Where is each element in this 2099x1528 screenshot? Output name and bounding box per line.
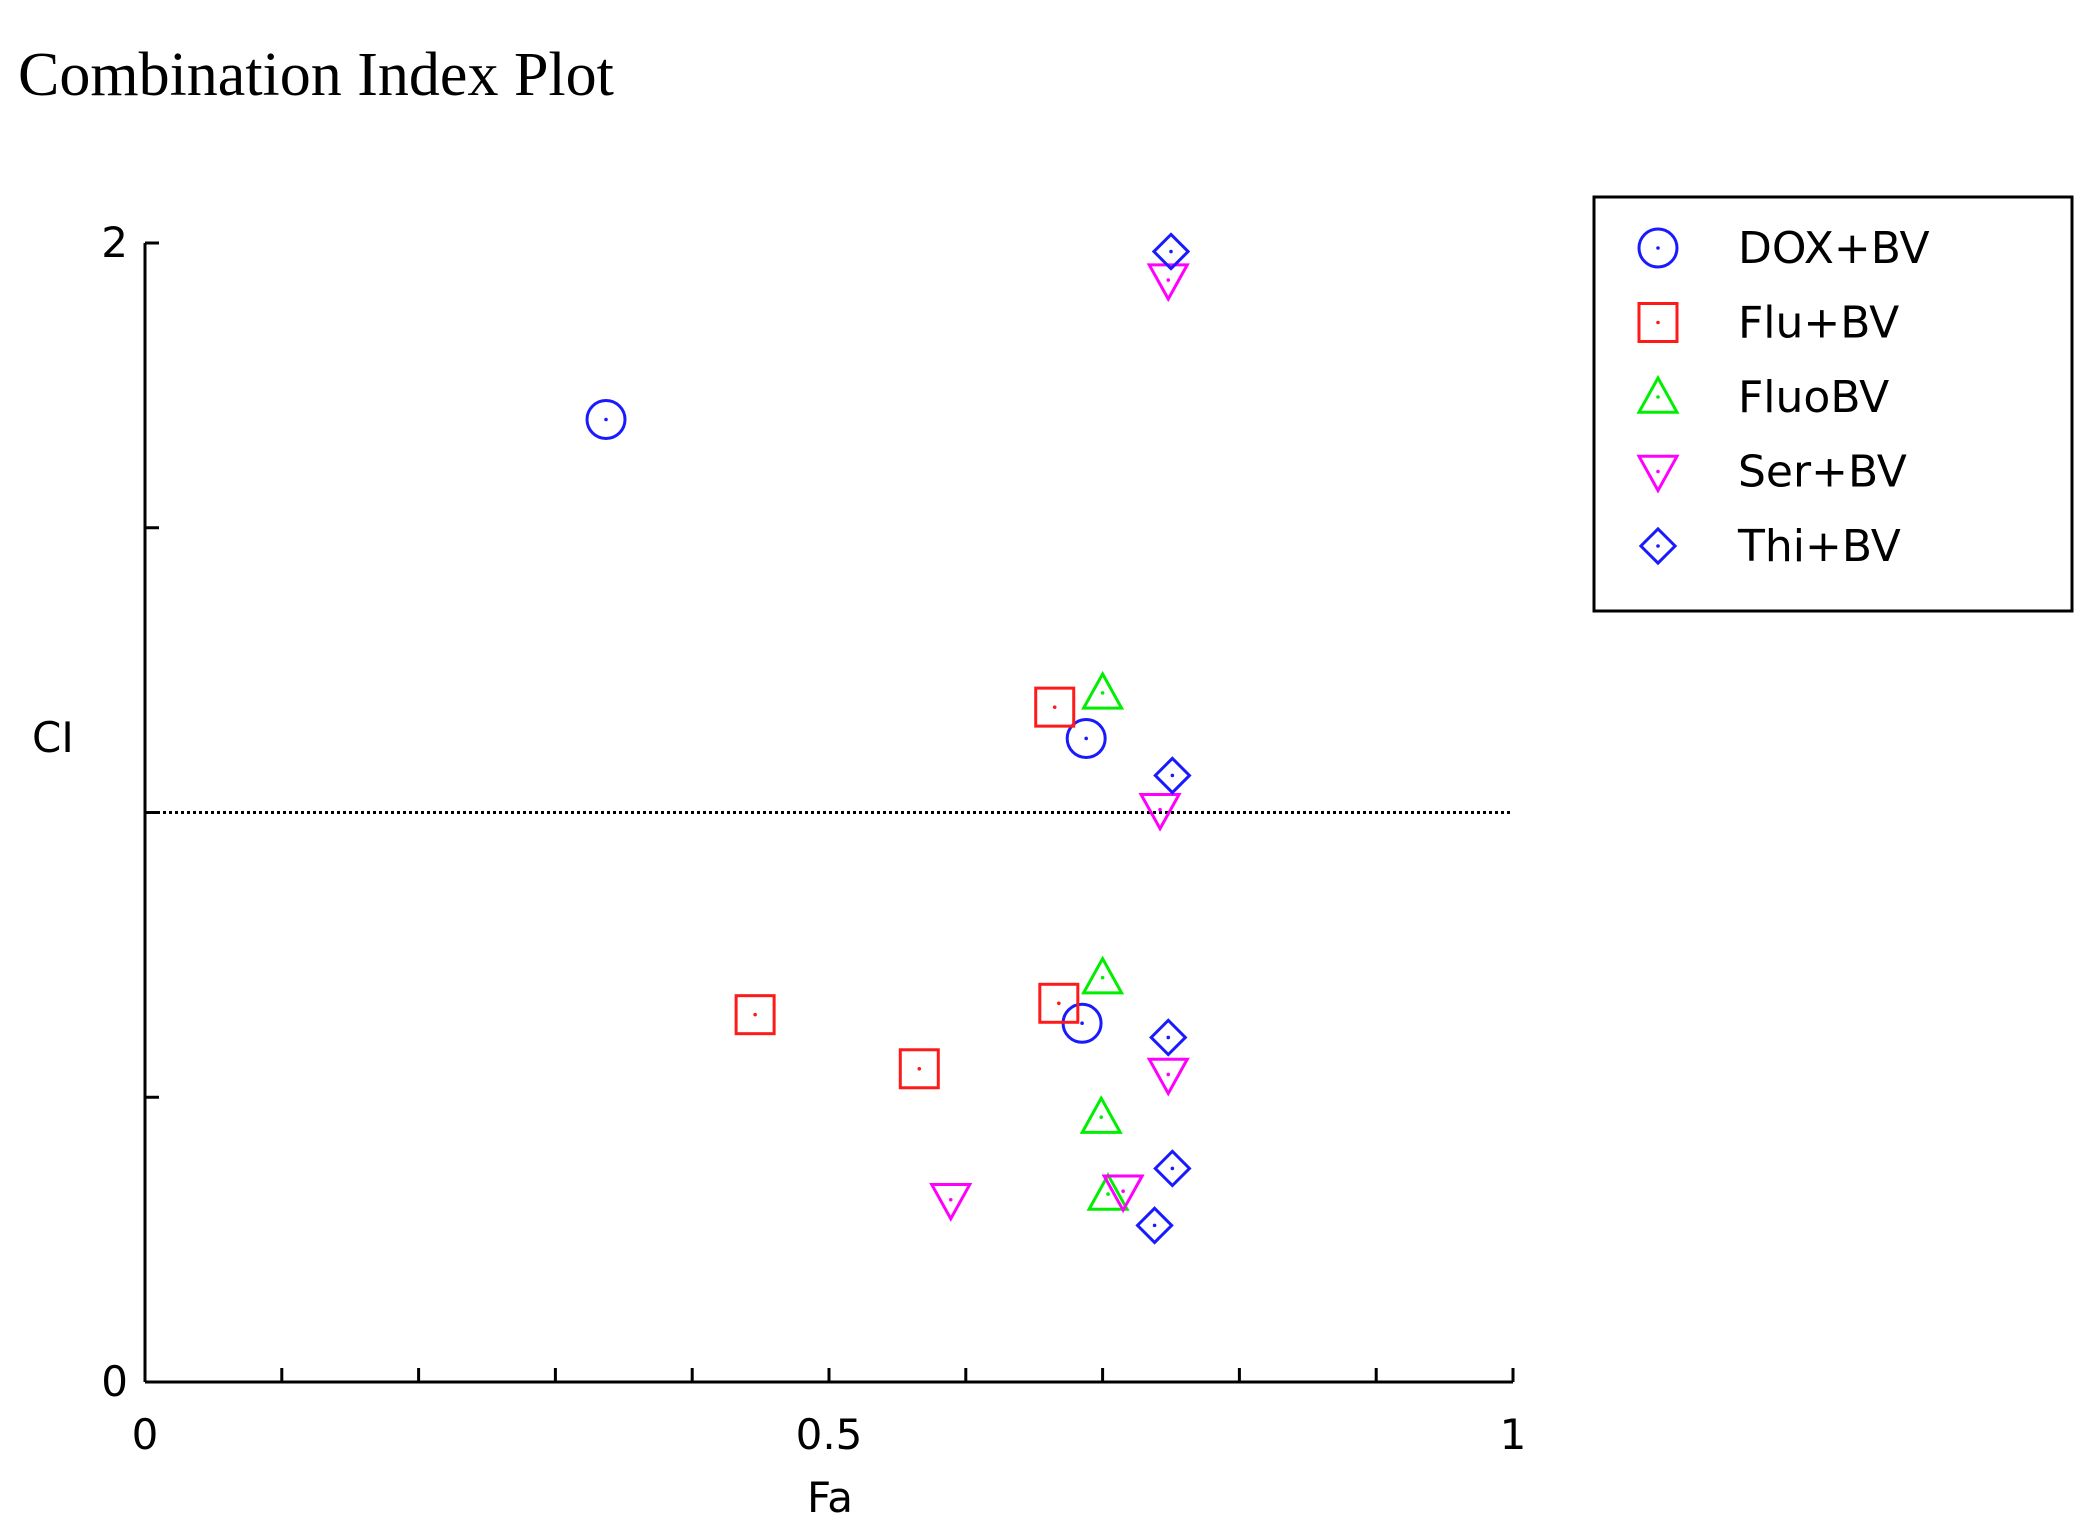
- marker-shape: [1636, 374, 1680, 414]
- marker-center-dot: [604, 417, 608, 422]
- marker-shape: [929, 1183, 973, 1222]
- point-ser-bv: [1146, 1057, 1190, 1097]
- marker-shape: [1034, 686, 1076, 728]
- marker-shape: [1146, 263, 1190, 303]
- marker-center-dot: [1656, 544, 1660, 548]
- marker-center-dot: [1152, 1223, 1157, 1228]
- legend-marker-flu-bv: [1637, 302, 1679, 343]
- point-thi-bv: [1151, 232, 1191, 271]
- marker-shape: [1081, 955, 1125, 995]
- point-flu-bv: [1034, 686, 1076, 728]
- marker-center-dot: [1106, 1192, 1110, 1196]
- marker-center-dot: [948, 1197, 953, 1202]
- point-fluobv: [1081, 955, 1125, 995]
- x-tick-label: 0.5: [796, 1410, 863, 1459]
- marker-shape: [898, 1048, 940, 1090]
- marker-center-dot: [1052, 705, 1057, 709]
- marker-shape: [1065, 717, 1107, 759]
- marker-shape: [1146, 1057, 1190, 1097]
- marker-center-dot: [1100, 975, 1105, 980]
- marker-center-dot: [1080, 1021, 1084, 1026]
- data-points: [585, 232, 1192, 1245]
- marker-center-dot: [1158, 807, 1162, 812]
- legend-label-thi-bv: Thi+BV: [1737, 521, 1901, 572]
- chart-title: Combination Index Plot: [18, 41, 614, 109]
- marker-center-dot: [1170, 1166, 1175, 1171]
- point-flu-bv: [1038, 982, 1080, 1024]
- point-dox-bv: [1065, 717, 1107, 759]
- marker-center-dot: [1656, 320, 1660, 325]
- y-tick-label: 2: [101, 218, 128, 267]
- marker-shape: [1637, 227, 1679, 269]
- marker-center-dot: [1166, 1072, 1171, 1077]
- marker-shape: [1153, 756, 1192, 795]
- y-tick-label: 0: [101, 1357, 128, 1406]
- marker-center-dot: [1057, 1001, 1061, 1006]
- marker-center-dot: [1656, 246, 1660, 250]
- legend-label-ser-bv: Ser+BV: [1738, 447, 1907, 498]
- marker-shape: [1151, 232, 1191, 271]
- marker-center-dot: [1084, 736, 1088, 741]
- x-axis-label: Fa: [807, 1473, 853, 1522]
- marker-shape: [1081, 670, 1125, 710]
- legend-label-dox-bv: DOX+BV: [1738, 223, 1930, 274]
- marker-center-dot: [1100, 691, 1105, 695]
- y-axis-label: CI: [32, 713, 74, 762]
- legend-marker-ser-bv: [1636, 454, 1680, 494]
- point-thi-bv: [1149, 1018, 1188, 1057]
- legend-marker-fluobv: [1636, 374, 1680, 414]
- point-fluobv: [1081, 670, 1125, 710]
- marker-shape: [1101, 1174, 1145, 1214]
- marker-center-dot: [1166, 1035, 1171, 1040]
- point-ser-bv: [929, 1183, 973, 1222]
- point-thi-bv: [1153, 756, 1192, 795]
- point-fluobv: [1086, 1171, 1130, 1211]
- marker-center-dot: [1656, 395, 1660, 399]
- marker-shape: [1038, 982, 1080, 1024]
- marker-shape: [585, 399, 627, 441]
- marker-shape: [1636, 454, 1680, 494]
- marker-center-dot: [1166, 278, 1171, 282]
- point-thi-bv: [1135, 1206, 1174, 1245]
- marker-shape: [1638, 526, 1678, 566]
- legend-marker-thi-bv: [1638, 526, 1678, 566]
- point-flu-bv: [734, 994, 776, 1036]
- marker-center-dot: [1121, 1189, 1125, 1194]
- x-tick-label: 1: [1500, 1410, 1527, 1459]
- marker-shape: [1149, 1018, 1188, 1057]
- legend-label-fluobv: FluoBV: [1738, 372, 1889, 423]
- ticks: 0 0.5 1 0 2: [101, 218, 1526, 1459]
- point-fluobv: [1079, 1095, 1123, 1134]
- point-ser-bv: [1101, 1174, 1145, 1214]
- marker-shape: [734, 994, 776, 1036]
- point-ser-bv: [1138, 792, 1182, 832]
- marker-center-dot: [1170, 773, 1175, 778]
- marker-center-dot: [1169, 249, 1173, 254]
- marker-center-dot: [1656, 469, 1660, 474]
- legend-marker-dox-bv: [1637, 227, 1679, 269]
- marker-shape: [1153, 1149, 1192, 1188]
- point-flu-bv: [898, 1048, 940, 1090]
- marker-shape: [1138, 792, 1182, 832]
- x-tick-label: 0: [132, 1410, 159, 1459]
- point-ser-bv: [1146, 263, 1190, 303]
- marker-center-dot: [753, 1012, 757, 1017]
- marker-shape: [1637, 302, 1679, 343]
- marker-center-dot: [917, 1066, 922, 1071]
- marker-shape: [1086, 1171, 1130, 1211]
- legend-label-flu-bv: Flu+BV: [1738, 298, 1899, 349]
- marker-center-dot: [1099, 1115, 1104, 1119]
- marker-shape: [1079, 1095, 1123, 1134]
- point-thi-bv: [1153, 1149, 1192, 1188]
- legend: DOX+BV Flu+BV FluoBV Ser+BV Thi+BV: [1592, 195, 2074, 613]
- marker-shape: [1135, 1206, 1174, 1245]
- point-dox-bv: [585, 399, 627, 441]
